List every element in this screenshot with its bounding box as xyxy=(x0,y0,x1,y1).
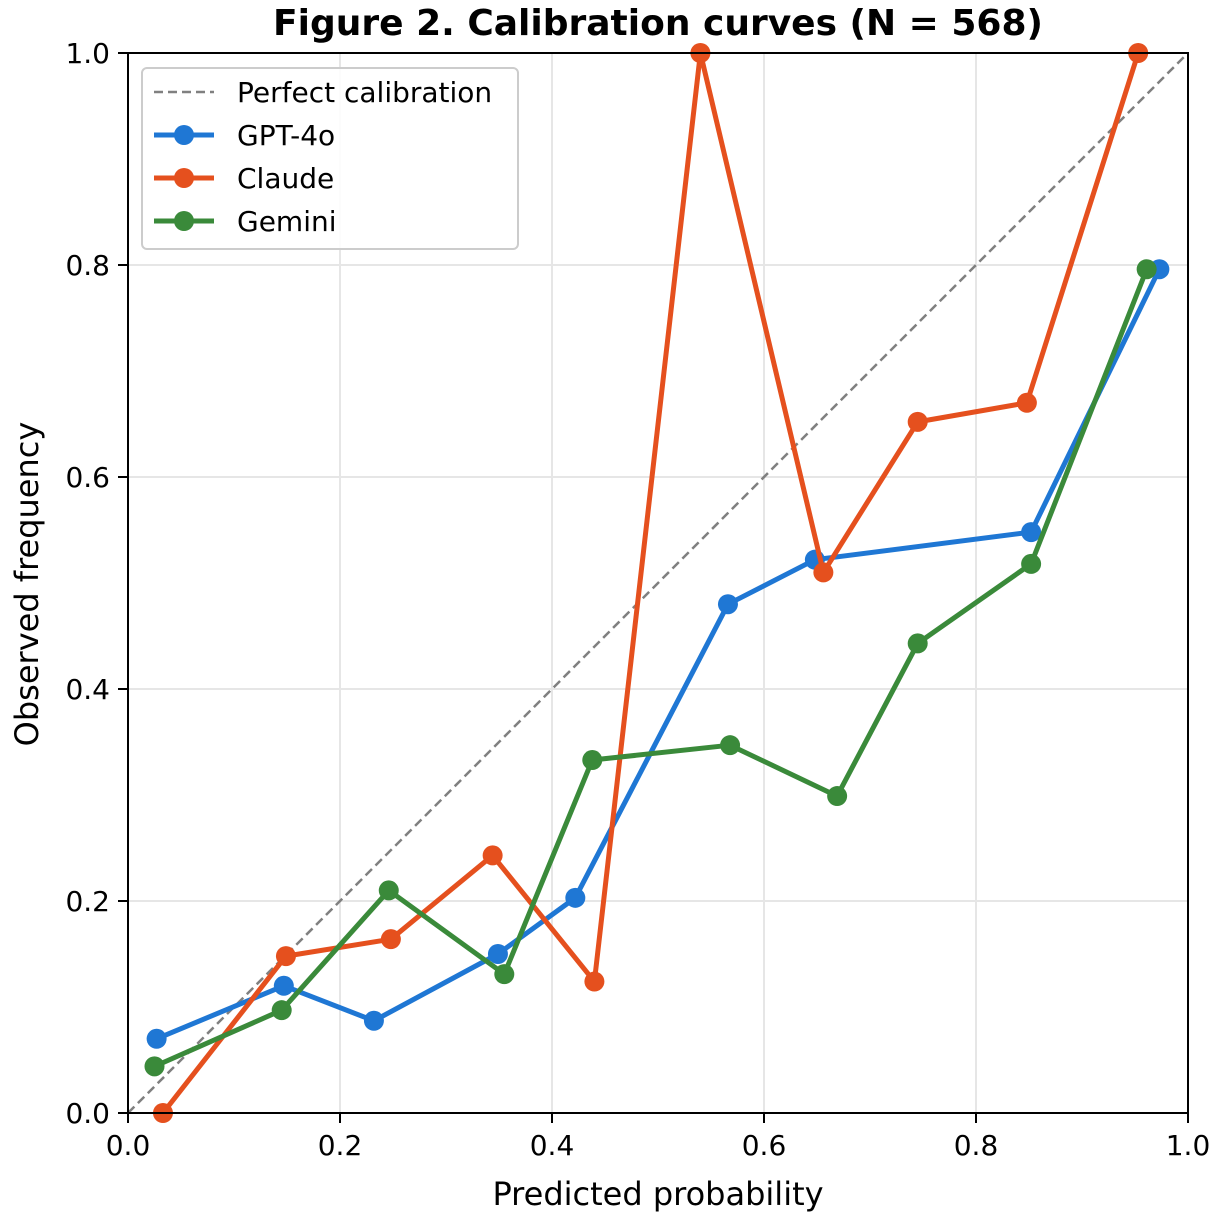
y-tick-label: 1.0 xyxy=(65,37,110,70)
legend-marker xyxy=(174,125,194,145)
data-point-gemini xyxy=(1136,259,1157,280)
ticks: 0.0 0.2 0.4 0.6 0.8 1.0 0.0 0.2 0.4 0.6 0.8 1.0 xyxy=(65,37,1210,1162)
legend-marker xyxy=(174,211,194,231)
series-line-gemini xyxy=(153,268,1150,1069)
data-point-claude xyxy=(1016,392,1037,413)
legend-label: Perfect calibration xyxy=(237,76,492,109)
legend-marker xyxy=(174,168,194,188)
x-tick-label: 0.0 xyxy=(106,1129,151,1162)
y-tick-label: 0.8 xyxy=(65,249,110,282)
series-line-gpt-4o xyxy=(155,268,1162,1042)
plot-frame xyxy=(127,52,1189,1114)
x-tick-label: 1.0 xyxy=(1166,1129,1211,1162)
data-point-gpt-4o xyxy=(273,975,294,996)
data-point-claude xyxy=(380,929,401,950)
series-gemini xyxy=(144,259,1157,1077)
chart-title: Figure 2. Calibration curves (N = 568) xyxy=(273,3,1043,44)
data-point-gpt-4o xyxy=(1021,522,1042,543)
x-tick-label: 0.6 xyxy=(742,1129,787,1162)
y-tick-label: 0.2 xyxy=(65,885,110,918)
legend: Perfect calibration GPT-4o Claude Gemini xyxy=(141,67,519,250)
legend-box xyxy=(141,67,519,250)
data-point-gpt-4o xyxy=(717,594,738,615)
y-tick-label: 0.6 xyxy=(65,461,110,494)
data-point-gemini xyxy=(378,880,399,901)
x-tick-label: 0.4 xyxy=(530,1129,575,1162)
data-point-gpt-4o xyxy=(487,944,508,964)
data-point-gemini xyxy=(827,786,848,807)
legend-item-claude: Claude xyxy=(154,162,334,195)
data-point-gpt-4o xyxy=(363,1010,384,1031)
data-point-gemini xyxy=(582,750,603,771)
legend-label: GPT-4o xyxy=(237,119,335,152)
data-point-claude xyxy=(275,946,296,967)
y-tick-label: 0.0 xyxy=(65,1097,110,1130)
series-gpt-4o xyxy=(146,259,1170,1049)
data-point-claude xyxy=(907,411,928,432)
x-tick-label: 0.2 xyxy=(318,1129,363,1162)
legend-item-gpt-4o: GPT-4o xyxy=(154,119,335,152)
data-point-gpt-4o xyxy=(146,1028,167,1049)
data-point-gemini xyxy=(1021,553,1042,574)
series-layer xyxy=(144,43,1170,1123)
data-point-gemini xyxy=(271,1000,292,1021)
y-axis-label: Observed frequency xyxy=(8,422,46,747)
data-point-claude xyxy=(482,845,503,866)
data-point-gemini xyxy=(907,633,928,654)
legend-item-gemini: Gemini xyxy=(154,205,337,238)
legend-label: Claude xyxy=(237,162,334,195)
data-point-gemini xyxy=(144,1056,165,1077)
y-tick-label: 0.4 xyxy=(65,673,110,706)
data-point-gpt-4o xyxy=(565,887,586,908)
x-tick-label: 0.8 xyxy=(954,1129,999,1162)
data-point-claude xyxy=(813,562,834,583)
data-point-gemini xyxy=(494,964,515,985)
data-point-gemini xyxy=(720,735,741,756)
reference-line-layer xyxy=(127,52,1189,1114)
x-axis-label: Predicted probability xyxy=(492,1175,823,1213)
legend-label: Gemini xyxy=(237,205,337,238)
legend-item-perfect-calibration: Perfect calibration xyxy=(154,76,492,109)
data-point-claude xyxy=(584,971,605,992)
perfect-calibration-line xyxy=(127,52,1189,1114)
